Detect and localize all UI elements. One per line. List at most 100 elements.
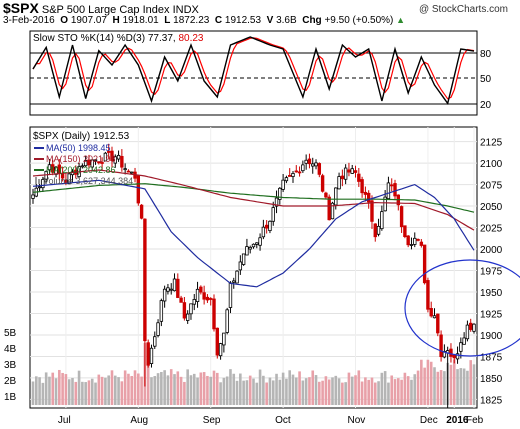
candle-body [156,322,160,336]
candle-body [297,171,302,174]
price-tick-label: 1825 [480,395,503,406]
candle-body [301,164,305,172]
volume-bar [74,381,78,405]
price-legend-title-value: 1912.53 [93,131,130,142]
price-tick-label: 2025 [480,224,503,235]
volume-bar [215,372,219,405]
candle-body [235,270,239,284]
price-legend-title: $SPX (Daily) 1912.53 [33,131,130,142]
volume-bar [429,361,433,405]
volume-bar [232,373,236,405]
volume-bar [133,370,137,405]
chg-label: Chg [302,15,322,26]
volume-legend-value: 3,627,344,384 [76,176,134,186]
candle-body [330,202,335,220]
volume-bar [281,372,285,405]
volume-bar [140,376,143,405]
candle-body [195,288,200,302]
volume-bar [163,370,166,405]
candle-body [386,182,391,200]
volume-bar [252,378,255,405]
volume-bar [31,381,35,405]
volume-bar [357,370,361,405]
candle-body [422,244,427,284]
candle-body [185,313,190,321]
candle-body [130,171,134,174]
candle-body [241,253,246,265]
volume-bar [229,369,232,405]
volume-legend-label: Volume [43,176,73,186]
volume-tick-label: 1B [4,392,17,403]
chg-value: +9.50 (+0.50%) [324,15,394,26]
ma150-line [32,169,475,231]
volume-bar [153,376,157,405]
volume-bar [97,374,101,405]
volume-bar [137,373,140,405]
high-label: H [112,15,120,26]
volume-bar [110,370,114,405]
volume-bar [393,379,397,405]
volume-bar [212,370,216,405]
candle-body [146,342,150,366]
volume-swatch-bar [38,179,40,184]
candle-body [245,246,249,256]
volume-bar [308,377,311,405]
candle-body [192,299,196,305]
volume-bar [258,369,262,405]
candle-body [413,237,417,245]
candle-body [67,173,71,185]
candle-body [100,162,104,164]
volume-bar [456,369,459,405]
volume-bar [54,378,58,405]
price-tick-label: 2075 [480,181,503,192]
volume-bar [311,370,315,405]
candle-body [159,300,164,322]
candle-body [123,168,127,171]
candle-body [337,176,341,190]
chart-header-line1: $SPX S&P 500 Large Cap Index INDX [3,0,199,16]
price-tick-label: 1875 [480,352,503,363]
candle-body [199,286,203,293]
candle-body [327,196,331,221]
price-tick-label: 1925 [480,309,503,320]
volume-bar [176,371,180,405]
volume-tick-label: 3B [4,360,17,371]
candle-body [179,297,183,303]
candle-body [281,179,285,190]
candle-body [41,179,45,189]
candle-body [205,296,210,301]
candle-body [436,313,440,334]
volume-bar [416,370,420,405]
volume-bar [160,371,163,405]
month-tick-label: Sep [203,415,221,426]
candle-body [153,336,157,347]
volume-bar [331,377,334,405]
volume-bar [113,375,117,405]
month-tick-label: Jul [58,415,71,426]
volume-bar [262,375,265,405]
ma150-legend: MA(150) 2021.98 [46,154,116,164]
candle-body [357,173,361,182]
volume-bar [51,372,55,405]
volume-bar [466,370,469,405]
volume-bar [406,376,410,405]
volume-bar [285,378,288,405]
candle-body [103,152,108,162]
candle-body [439,334,443,358]
candle-body [317,163,322,175]
ma200-legend-value: 2042.86 [83,165,116,175]
candle-body [251,243,256,248]
ma150-legend-label: MA(150) [46,154,81,164]
candle-body [347,169,351,173]
sto-d-value: 80.23 [178,33,203,44]
volume-value: 3.6B [276,15,297,26]
ma50-legend-label: MA(50) [46,143,76,153]
candle-body [284,177,289,182]
candle-body [64,179,68,183]
volume-bar [206,375,209,405]
volume-bar [271,380,275,405]
candle-body [353,170,358,173]
volume-bar [242,380,245,405]
price-tick-label: 2000 [480,245,503,256]
